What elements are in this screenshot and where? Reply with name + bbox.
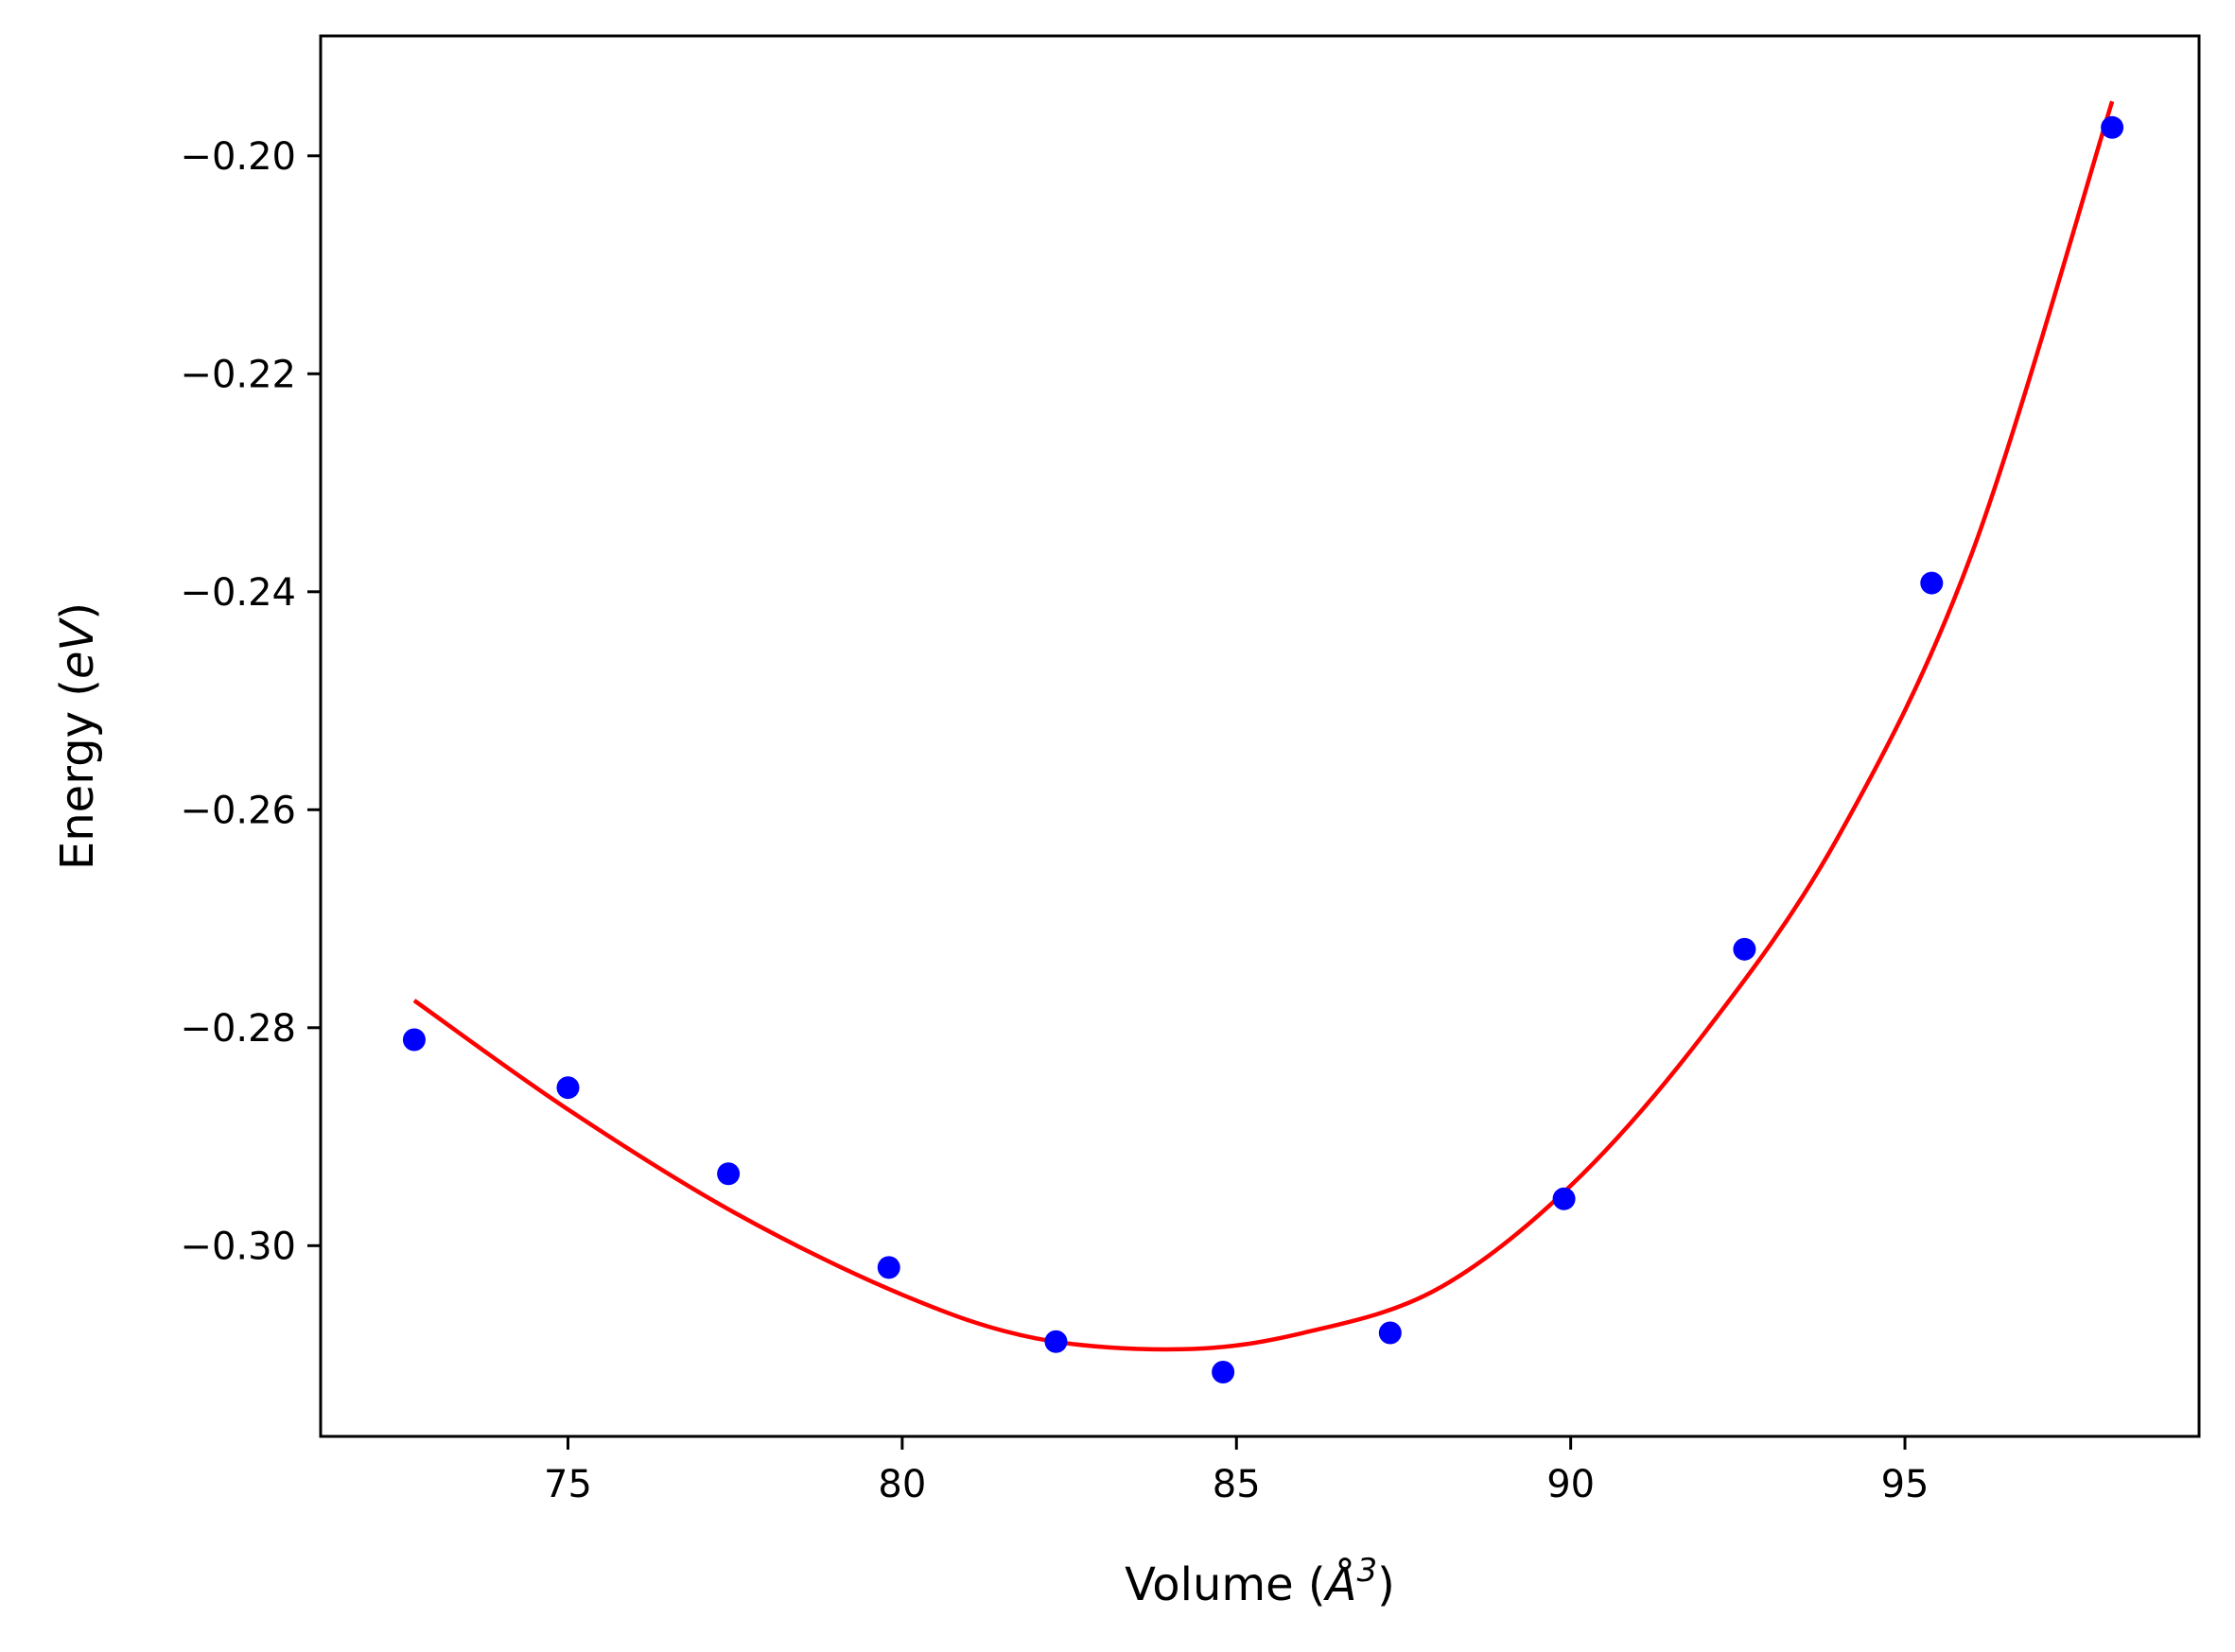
x-tick-label: 90: [1546, 1463, 1595, 1506]
x-tick-label: 80: [878, 1463, 926, 1506]
x-tick-label: 75: [544, 1463, 592, 1506]
y-tick-label: −0.26: [180, 789, 296, 832]
y-axis-title-suffix: ): [51, 602, 104, 620]
x-axis-title-symbol: Å: [1323, 1557, 1357, 1611]
x-tick-label: 85: [1213, 1463, 1261, 1506]
y-axis-title-prefix: Energy (: [51, 679, 104, 870]
data-point: [556, 1076, 580, 1100]
y-tick-label: −0.28: [180, 1007, 296, 1051]
x-axis-title-prefix: Volume (: [1125, 1558, 1326, 1611]
data-layer: [402, 100, 2124, 1384]
y-tick-label: −0.24: [180, 571, 296, 615]
y-tick-label: −0.22: [180, 353, 296, 396]
y-axis-title-unit: eV: [51, 617, 104, 680]
data-point: [717, 1162, 741, 1186]
data-point: [2101, 115, 2124, 139]
data-point: [1920, 571, 1944, 595]
plot-frame: [319, 34, 2201, 1438]
fit-curve-line: [412, 100, 2115, 1352]
data-point: [877, 1256, 900, 1279]
data-point: [1378, 1321, 1402, 1345]
x-tick-label: 95: [1881, 1463, 1929, 1506]
data-point: [1044, 1330, 1068, 1353]
data-point: [402, 1028, 426, 1052]
x-axis-title: Volume (Å3): [1125, 1552, 1395, 1611]
y-tick-label: −0.20: [180, 135, 296, 179]
data-point: [1552, 1187, 1576, 1210]
x-axis-title-sup: 3: [1356, 1552, 1377, 1590]
ticks-layer: 75 80 85 90 95 −0.20 −0.22 −0.24 −0.26 −0.28 −0.30: [180, 135, 1929, 1506]
x-axis-title-suffix: ): [1377, 1558, 1395, 1611]
data-point: [1733, 937, 1756, 961]
y-tick-label: −0.30: [180, 1225, 296, 1268]
data-point: [1212, 1361, 1235, 1384]
y-axis-title: Energy (eV): [51, 602, 104, 870]
